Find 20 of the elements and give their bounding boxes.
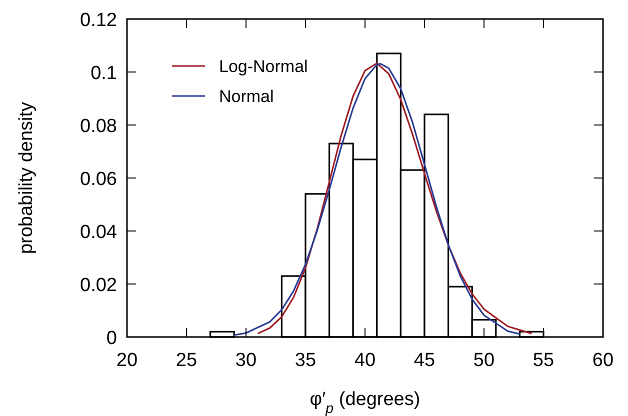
- x-tick-label: 30: [235, 350, 257, 371]
- y-tick-label: 0.04: [80, 222, 118, 243]
- x-tick-label: 60: [592, 350, 614, 371]
- legend-label: Normal: [219, 87, 274, 106]
- x-tick-label: 50: [473, 350, 495, 371]
- x-tick-label: 55: [532, 350, 554, 371]
- y-tick-label: 0.06: [80, 169, 117, 190]
- x-tick-label: 25: [176, 350, 198, 371]
- y-axis-title: probability density: [16, 101, 37, 254]
- x-tick-label: 45: [414, 350, 436, 371]
- y-tick-label: 0.02: [80, 275, 117, 296]
- x-tick-label: 20: [116, 350, 138, 371]
- x-tick-label: 40: [354, 350, 376, 371]
- legend-label: Log-Normal: [219, 57, 308, 76]
- x-tick-label: 35: [294, 350, 316, 371]
- x-axis-title: φ′$_{p}$ (degrees): [310, 389, 420, 416]
- y-tick-label: 0.08: [80, 116, 117, 137]
- y-tick-label: 0: [106, 328, 117, 349]
- y-tick-label: 0.12: [80, 10, 117, 31]
- y-tick-label: 0.1: [90, 63, 117, 84]
